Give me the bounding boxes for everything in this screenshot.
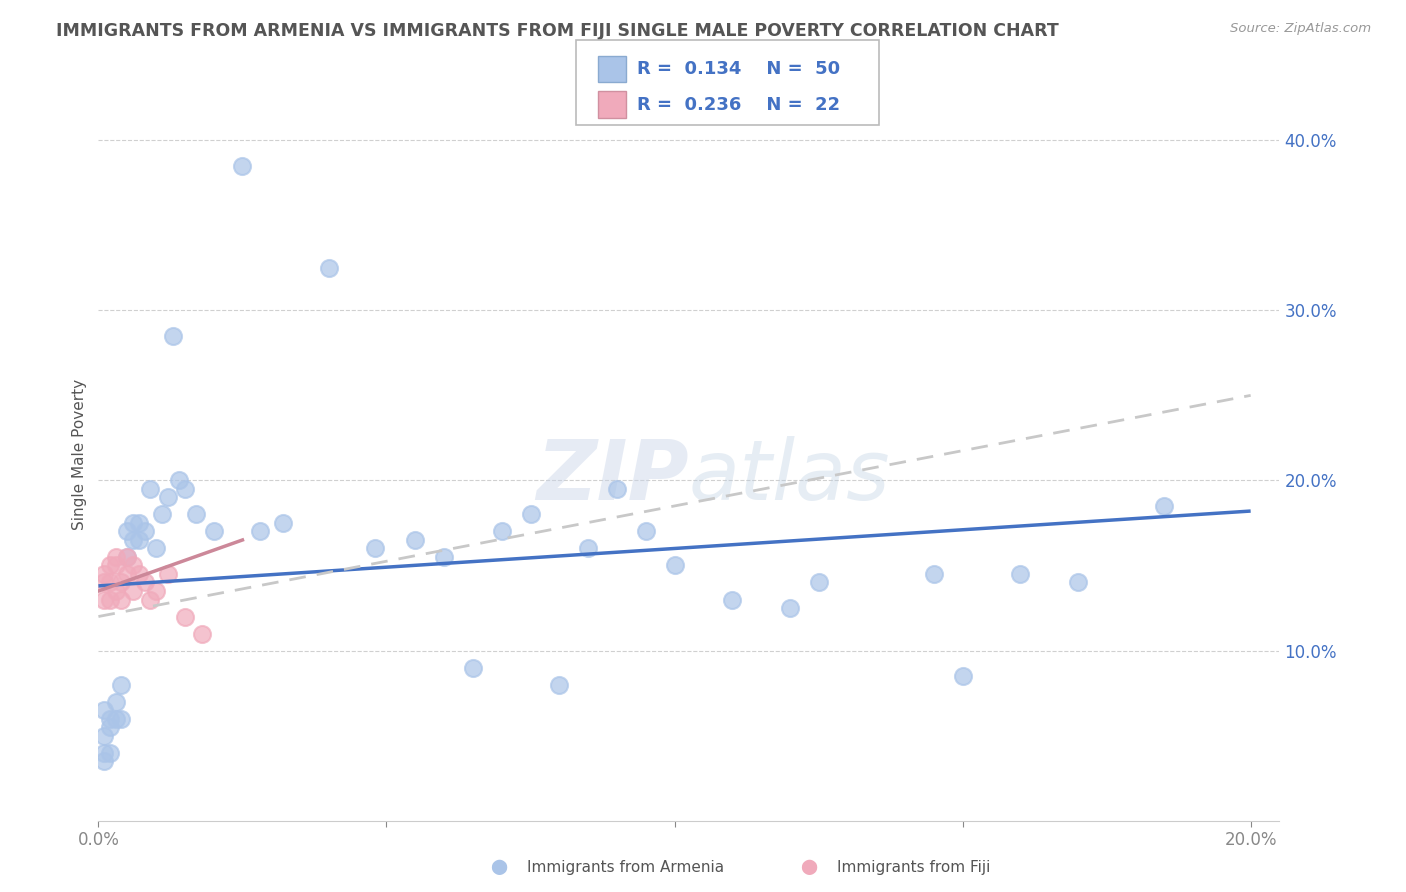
Point <box>122 516 145 530</box>
Point <box>104 558 127 573</box>
Point <box>93 575 115 590</box>
Point <box>576 541 599 556</box>
Point <box>318 260 340 275</box>
Point <box>807 575 830 590</box>
Point <box>104 712 127 726</box>
Point <box>364 541 387 556</box>
Point <box>134 524 156 539</box>
Point <box>779 601 801 615</box>
Point <box>128 566 150 581</box>
Point <box>93 746 115 760</box>
Point <box>191 626 214 640</box>
Point <box>634 524 657 539</box>
Point <box>98 712 121 726</box>
Text: R =  0.236    N =  22: R = 0.236 N = 22 <box>637 95 839 113</box>
Point <box>433 549 456 564</box>
Point <box>1067 575 1090 590</box>
Point <box>491 524 513 539</box>
Point <box>721 592 744 607</box>
Point <box>122 584 145 599</box>
Point <box>128 516 150 530</box>
Point <box>115 566 138 581</box>
Point <box>231 159 253 173</box>
Point <box>167 474 190 488</box>
Point <box>115 549 138 564</box>
Point <box>271 516 294 530</box>
Point <box>93 566 115 581</box>
Point <box>1153 499 1175 513</box>
Point <box>98 575 121 590</box>
Point <box>104 549 127 564</box>
Point <box>110 712 132 726</box>
Point <box>156 566 179 581</box>
Point <box>150 508 173 522</box>
Point <box>952 669 974 683</box>
Text: IMMIGRANTS FROM ARMENIA VS IMMIGRANTS FROM FIJI SINGLE MALE POVERTY CORRELATION : IMMIGRANTS FROM ARMENIA VS IMMIGRANTS FR… <box>56 22 1059 40</box>
Point <box>110 575 132 590</box>
Point <box>93 729 115 743</box>
Point <box>404 533 426 547</box>
Point <box>606 482 628 496</box>
Text: atlas: atlas <box>689 436 890 517</box>
Point <box>173 609 195 624</box>
Text: ZIP: ZIP <box>536 436 689 517</box>
Point <box>93 592 115 607</box>
Point <box>122 558 145 573</box>
Point <box>461 660 484 674</box>
Text: Immigrants from Armenia: Immigrants from Armenia <box>527 860 724 874</box>
Point <box>104 695 127 709</box>
Point <box>145 584 167 599</box>
Text: ⬤: ⬤ <box>491 859 508 875</box>
Point <box>110 592 132 607</box>
Point <box>115 524 138 539</box>
Point <box>139 482 162 496</box>
Point <box>115 549 138 564</box>
Point <box>186 508 208 522</box>
Point <box>145 541 167 556</box>
Point <box>104 584 127 599</box>
Text: Immigrants from Fiji: Immigrants from Fiji <box>837 860 990 874</box>
Point <box>93 754 115 768</box>
Point <box>98 746 121 760</box>
Point <box>202 524 225 539</box>
Point <box>110 677 132 691</box>
Point <box>922 566 945 581</box>
Point <box>664 558 686 573</box>
Point <box>173 482 195 496</box>
Point <box>548 677 571 691</box>
Point <box>98 592 121 607</box>
Point <box>156 491 179 505</box>
Point <box>122 533 145 547</box>
Point <box>249 524 271 539</box>
Point <box>93 703 115 717</box>
Text: Source: ZipAtlas.com: Source: ZipAtlas.com <box>1230 22 1371 36</box>
Point <box>98 558 121 573</box>
Point <box>1010 566 1032 581</box>
Point <box>98 720 121 734</box>
Point <box>162 329 184 343</box>
Text: R =  0.134    N =  50: R = 0.134 N = 50 <box>637 60 839 78</box>
Text: ⬤: ⬤ <box>800 859 817 875</box>
Point <box>519 508 541 522</box>
Y-axis label: Single Male Poverty: Single Male Poverty <box>72 379 87 531</box>
Point <box>134 575 156 590</box>
Point <box>128 533 150 547</box>
Point <box>139 592 162 607</box>
